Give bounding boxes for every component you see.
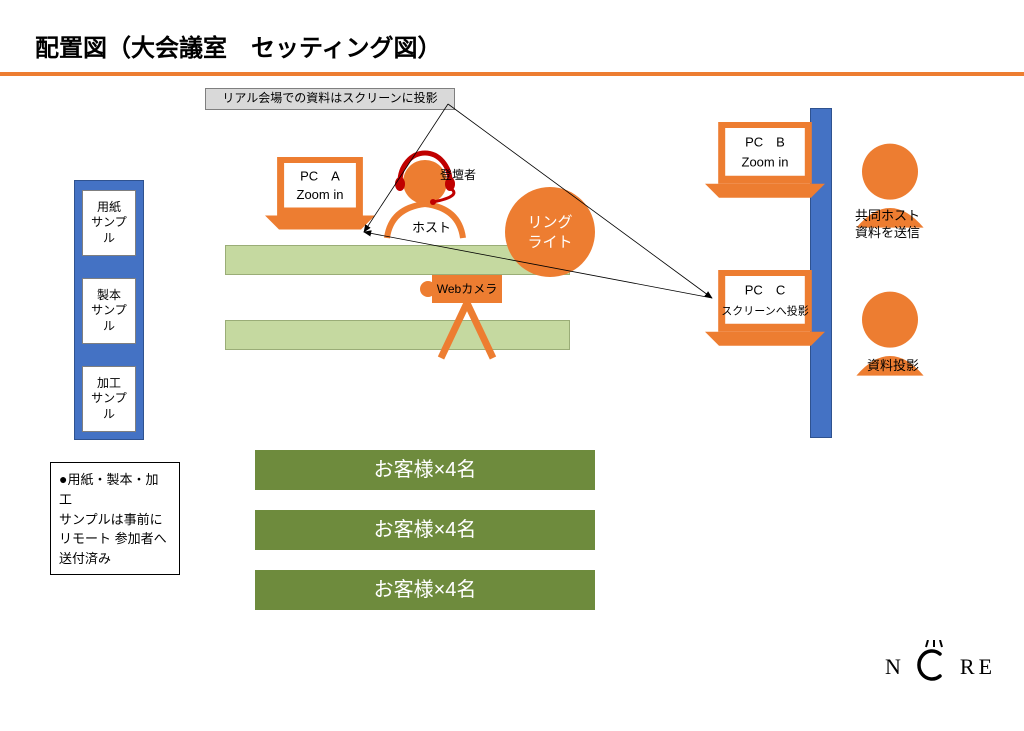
ncre-logo: N RE [885, 640, 996, 684]
logo-re: RE [960, 654, 996, 679]
diagram-root: { "canvas":{"w":1024,"h":731,"bg":"#ffff… [0, 0, 1024, 731]
logo-n: N [885, 654, 905, 679]
connection-arrows [0, 0, 1024, 731]
logo-c-icon [914, 640, 950, 684]
